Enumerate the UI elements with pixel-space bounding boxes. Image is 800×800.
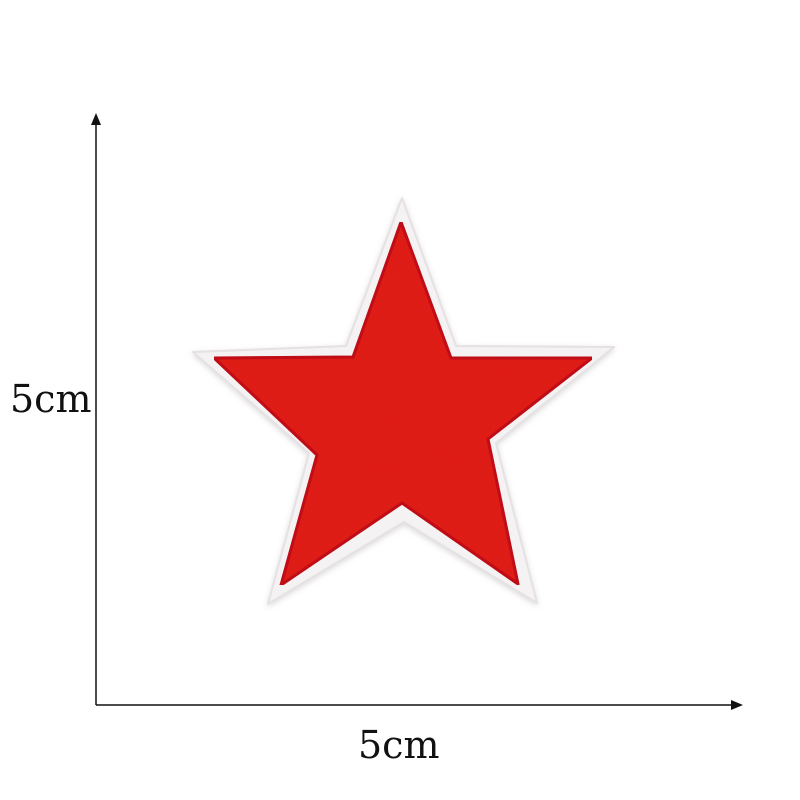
horizontal-axis-arrowhead bbox=[731, 700, 743, 710]
star-patch-embroidery bbox=[214, 222, 592, 585]
star-patch bbox=[193, 198, 614, 604]
width-dimension-label: 5cm bbox=[358, 726, 440, 764]
height-dimension-label: 5cm bbox=[10, 380, 92, 418]
vertical-axis-arrowhead bbox=[91, 113, 101, 125]
